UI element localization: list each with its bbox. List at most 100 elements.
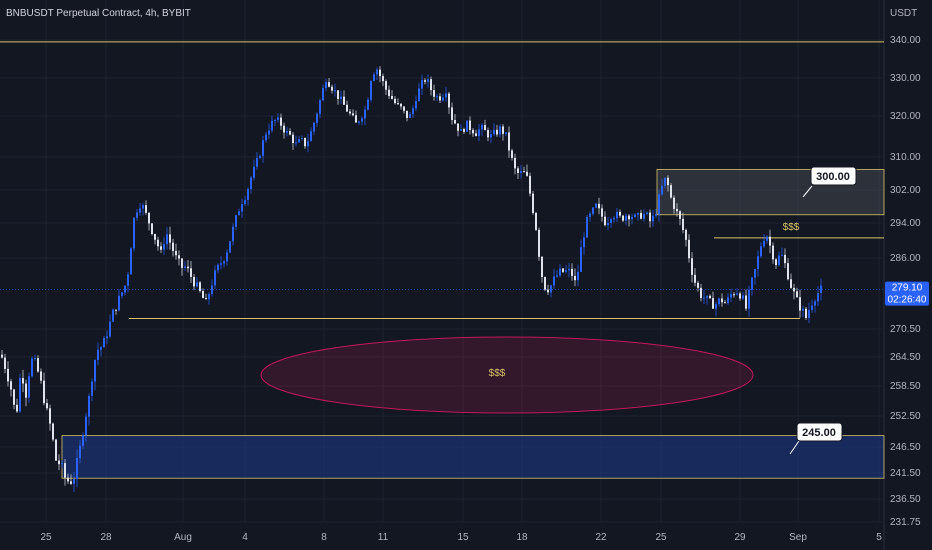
candle-body	[142, 205, 144, 209]
candle-body	[568, 268, 570, 271]
candle-body	[478, 129, 480, 137]
candle-body	[694, 274, 696, 283]
candle-body	[571, 268, 573, 276]
candle-body	[340, 96, 342, 100]
candle-body	[640, 212, 642, 219]
candle-body	[646, 212, 648, 215]
candle-body	[148, 212, 150, 224]
candle-body	[415, 101, 417, 109]
candle-body	[496, 129, 498, 135]
candle-body	[181, 258, 183, 268]
candle-body	[139, 208, 141, 213]
candle-body	[625, 215, 627, 221]
candle-body	[79, 445, 81, 459]
candle-body	[301, 137, 303, 139]
callout-245: 245.00	[789, 422, 843, 455]
candle-body	[325, 82, 327, 89]
candle-body	[772, 245, 774, 260]
candle-body	[748, 289, 750, 309]
candle-body	[754, 269, 756, 278]
candle-body	[184, 266, 186, 268]
candle-body	[286, 131, 288, 133]
candle-body	[634, 214, 636, 217]
candle-body	[232, 226, 234, 242]
candle-body	[370, 80, 372, 100]
candle-body	[520, 171, 522, 173]
candle-body	[367, 99, 369, 110]
candle-body	[238, 211, 240, 216]
candle-body	[70, 481, 72, 484]
candle-body	[610, 219, 612, 224]
candle-body	[574, 275, 576, 281]
candle-body	[793, 287, 795, 292]
candle-body	[130, 248, 132, 275]
candle-body	[412, 108, 414, 115]
candle-body	[598, 203, 600, 209]
candle-body	[670, 185, 672, 198]
candle-body	[1, 354, 3, 358]
candle-body	[454, 119, 456, 124]
candle-body	[106, 336, 108, 339]
liquidity-top-label: $$$	[783, 222, 800, 233]
candle-body	[196, 282, 198, 287]
candle-body	[517, 168, 519, 173]
candle-body	[637, 212, 639, 215]
price-tick-label: 246.50	[890, 442, 921, 453]
candle-body	[502, 126, 504, 134]
candle-body	[154, 234, 156, 240]
candle-body	[667, 177, 669, 186]
candle-body	[10, 381, 12, 390]
candle-body	[268, 130, 270, 135]
candle-body	[808, 310, 810, 318]
candle-body	[649, 212, 651, 222]
candle-body	[328, 82, 330, 87]
candle-body	[169, 234, 171, 243]
candle-body	[607, 223, 609, 226]
price-tick-label: 264.50	[890, 352, 921, 363]
candle-body	[436, 96, 438, 98]
last-price-badge: 279.10 02:26:40	[885, 281, 929, 306]
candle-body	[319, 100, 321, 114]
candle-body	[466, 120, 468, 132]
candle-body	[61, 463, 63, 465]
callout-245-box	[796, 422, 843, 442]
time-tick-label: 5	[876, 532, 882, 543]
candle-body	[331, 86, 333, 91]
candle-body	[622, 215, 624, 221]
candle-body	[712, 298, 714, 309]
candle-body	[745, 295, 747, 309]
candle-body	[145, 205, 147, 213]
candle-body	[469, 120, 471, 130]
candle-body	[526, 171, 528, 176]
candle-body	[604, 216, 606, 226]
candle-body	[334, 90, 336, 92]
candle-body	[475, 133, 477, 137]
candle-body	[382, 76, 384, 82]
candle-body	[352, 113, 354, 116]
candle-body	[442, 97, 444, 101]
candle-body	[457, 123, 459, 131]
price-tick-label: 286.00	[890, 253, 921, 264]
candle-body	[229, 241, 231, 253]
candle-body	[364, 109, 366, 119]
candle-body	[718, 298, 720, 305]
candle-body	[226, 252, 228, 262]
time-tick-label: 28	[100, 532, 112, 543]
candle-body	[595, 203, 597, 208]
candle-body	[673, 197, 675, 209]
candle-body	[16, 404, 18, 412]
levels	[0, 41, 884, 319]
candle-body	[736, 293, 738, 295]
candle-body	[280, 117, 282, 126]
candle-body	[199, 282, 201, 292]
candle-body	[217, 264, 219, 271]
callout-300-pointer	[802, 185, 813, 198]
candle-body	[187, 266, 189, 269]
candle-body	[46, 403, 48, 409]
candle-body	[361, 118, 363, 122]
price-tick-label: 340.00	[890, 35, 921, 46]
candle-body	[565, 270, 567, 272]
candle-body	[193, 276, 195, 287]
candle-body	[463, 129, 465, 132]
